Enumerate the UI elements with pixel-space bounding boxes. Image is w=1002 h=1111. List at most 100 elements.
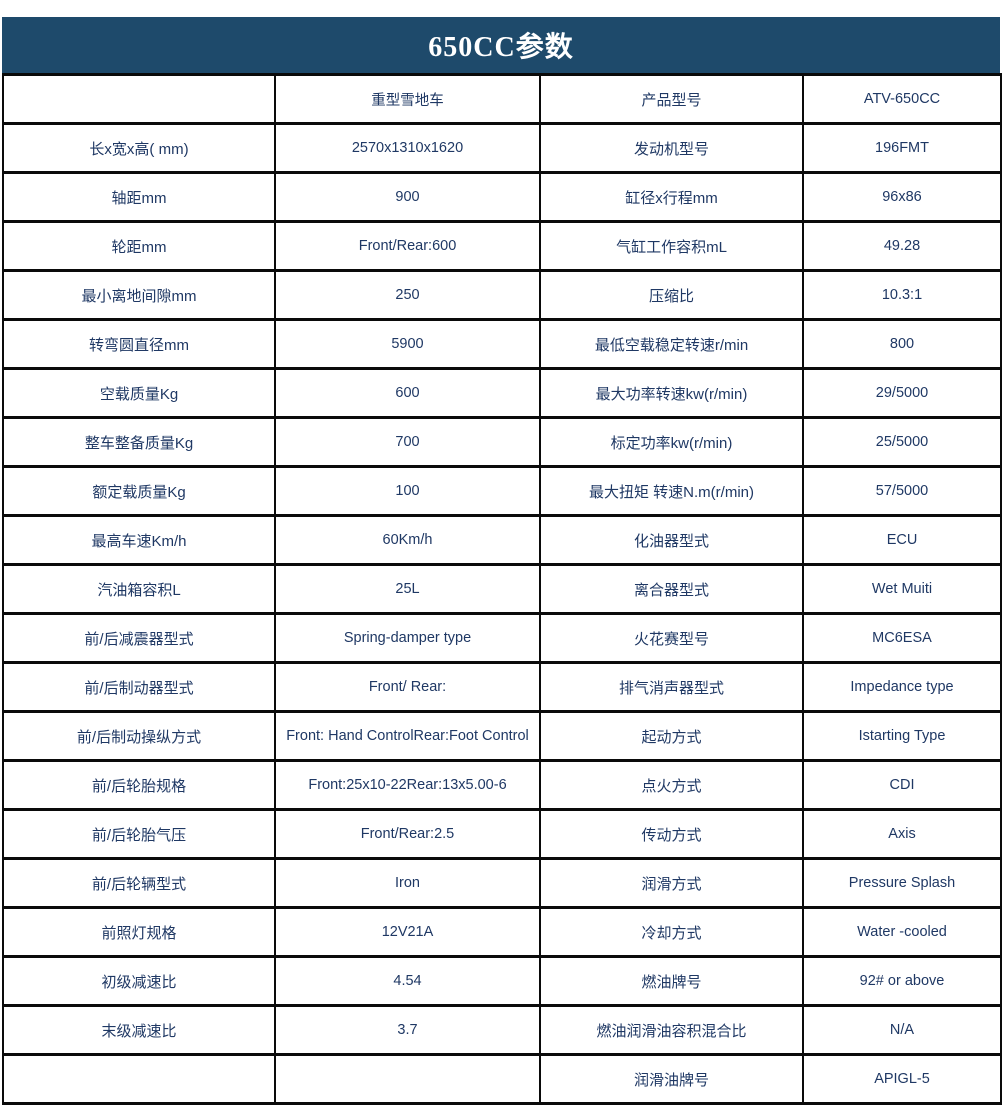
spec-label-cell: 最低空载稳定转速r/min (539, 318, 804, 370)
table-row: 前/后减震器型式 Spring-damper type 火花赛型号 MC6ESA (2, 612, 1002, 664)
spec-value-cell: 900 (274, 171, 541, 223)
spec-value-cell: 重型雪地车 (274, 73, 541, 125)
spec-label-cell: 火花赛型号 (539, 612, 804, 664)
spec-sheet: 650CC参数 重型雪地车 产品型号 ATV-650CC 长x宽x高( mm) 2570… (2, 17, 1002, 1105)
table-row: 转弯圆直径mm 5900 最低空载稳定转速r/min 800 (2, 318, 1002, 370)
spec-value-cell: 2570x1310x1620 (274, 122, 541, 174)
spec-label-cell: 前/后轮辆型式 (2, 857, 276, 909)
spec-label-cell (2, 1053, 276, 1105)
spec-value-cell: 4.54 (274, 955, 541, 1007)
spec-value-cell: 5900 (274, 318, 541, 370)
spec-label-cell: 传动方式 (539, 808, 804, 860)
table-row: 轮距mm Front/Rear:600 气缸工作容积mL 49.28 (2, 220, 1002, 272)
spec-value-cell (274, 1053, 541, 1105)
spec-value-cell: 250 (274, 269, 541, 321)
table-row: 最高车速Km/h 60Km/h 化油器型式 ECU (2, 514, 1002, 566)
spec-label-cell: 长x宽x高( mm) (2, 122, 276, 174)
spec-value-cell: APIGL-5 (802, 1053, 1002, 1105)
spec-value-cell: 92# or above (802, 955, 1002, 1007)
table-row: 重型雪地车 产品型号 ATV-650CC (2, 73, 1002, 125)
spec-label-cell: 化油器型式 (539, 514, 804, 566)
spec-value-cell: Front/Rear:2.5 (274, 808, 541, 860)
spec-label-cell: 排气消声器型式 (539, 661, 804, 713)
title-bar: 650CC参数 (2, 17, 1000, 73)
spec-label-cell: 润滑方式 (539, 857, 804, 909)
spec-value-cell: Pressure Splash (802, 857, 1002, 909)
table-row: 前照灯规格 12V21A 冷却方式 Water -cooled (2, 906, 1002, 958)
spec-label-cell: 最小离地间隙mm (2, 269, 276, 321)
spec-value-cell: 3.7 (274, 1004, 541, 1056)
table-row: 额定载质量Kg 100 最大扭矩 转速N.m(r/min) 57/5000 (2, 465, 1002, 517)
spec-label-cell: 前照灯规格 (2, 906, 276, 958)
spec-value-cell: ECU (802, 514, 1002, 566)
spec-value-cell: 12V21A (274, 906, 541, 958)
spec-value-cell: ATV-650CC (802, 73, 1002, 125)
spec-value-cell: Water -cooled (802, 906, 1002, 958)
spec-label-cell: 起动方式 (539, 710, 804, 762)
spec-value-cell: Istarting Type (802, 710, 1002, 762)
spec-value-cell: Front/Rear:600 (274, 220, 541, 272)
spec-label-cell: 汽油箱容积L (2, 563, 276, 615)
table-row: 前/后制动器型式 Front/ Rear: 排气消声器型式 Impedance typ… (2, 661, 1002, 713)
spec-label-cell: 最大扭矩 转速N.m(r/min) (539, 465, 804, 517)
spec-value-cell: Impedance type (802, 661, 1002, 713)
spec-label-cell: 燃油牌号 (539, 955, 804, 1007)
spec-label-cell: 前/后制动器型式 (2, 661, 276, 713)
spec-value-cell: 60Km/h (274, 514, 541, 566)
spec-label-cell: 离合器型式 (539, 563, 804, 615)
spec-value-cell: Axis (802, 808, 1002, 860)
table-row: 前/后轮胎气压 Front/Rear:2.5 传动方式 Axis (2, 808, 1002, 860)
spec-label-cell: 空载质量Kg (2, 367, 276, 419)
spec-table: 重型雪地车 产品型号 ATV-650CC 长x宽x高( mm) 2570x1310x16… (2, 73, 1002, 1105)
spec-value-cell: Wet Muiti (802, 563, 1002, 615)
spec-value-cell: MC6ESA (802, 612, 1002, 664)
spec-label-cell: 最高车速Km/h (2, 514, 276, 566)
spec-label-cell: 冷却方式 (539, 906, 804, 958)
table-row: 末级减速比 3.7 燃油润滑油容积混合比 N/A (2, 1004, 1002, 1056)
spec-label-cell: 燃油润滑油容积混合比 (539, 1004, 804, 1056)
spec-value-cell: 100 (274, 465, 541, 517)
spec-value-cell: Front: Hand ControlRear:Foot Control (274, 710, 541, 762)
spec-value-cell: 800 (802, 318, 1002, 370)
table-row: 前/后轮胎规格 Front:25x10-22Rear:13x5.00-6 点火方式 C… (2, 759, 1002, 811)
table-row: 轴距mm 900 缸径x行程mm 96x86 (2, 171, 1002, 223)
spec-value-cell: 29/5000 (802, 367, 1002, 419)
spec-label-cell: 前/后制动操纵方式 (2, 710, 276, 762)
spec-label-cell: 标定功率kw(r/min) (539, 416, 804, 468)
spec-value-cell: Front:25x10-22Rear:13x5.00-6 (274, 759, 541, 811)
spec-label-cell (2, 73, 276, 125)
table-row: 前/后制动操纵方式 Front: Hand ControlRear:Foot Co… (2, 710, 1002, 762)
spec-value-cell: CDI (802, 759, 1002, 811)
spec-label-cell: 额定载质量Kg (2, 465, 276, 517)
spec-value-cell: 57/5000 (802, 465, 1002, 517)
spec-value-cell: Spring-damper type (274, 612, 541, 664)
table-row: 前/后轮辆型式 Iron 润滑方式 Pressure Splash (2, 857, 1002, 909)
spec-label-cell: 前/后轮胎气压 (2, 808, 276, 860)
spec-label-cell: 前/后减震器型式 (2, 612, 276, 664)
spec-label-cell: 整车整备质量Kg (2, 416, 276, 468)
table-row: 最小离地间隙mm 250 压缩比 10.3:1 (2, 269, 1002, 321)
spec-label-cell: 初级减速比 (2, 955, 276, 1007)
table-row: 长x宽x高( mm) 2570x1310x1620 发动机型号 196FMT (2, 122, 1002, 174)
spec-value-cell: Front/ Rear: (274, 661, 541, 713)
spec-label-cell: 点火方式 (539, 759, 804, 811)
spec-label-cell: 发动机型号 (539, 122, 804, 174)
spec-value-cell: 600 (274, 367, 541, 419)
spec-value-cell: 96x86 (802, 171, 1002, 223)
table-row: 空载质量Kg 600 最大功率转速kw(r/min) 29/5000 (2, 367, 1002, 419)
spec-value-cell: 10.3:1 (802, 269, 1002, 321)
spec-value-cell: 25L (274, 563, 541, 615)
spec-label-cell: 压缩比 (539, 269, 804, 321)
spec-label-cell: 轮距mm (2, 220, 276, 272)
spec-value-cell: 700 (274, 416, 541, 468)
table-row: 初级减速比 4.54 燃油牌号 92# or above (2, 955, 1002, 1007)
table-row: 润滑油牌号 APIGL-5 (2, 1053, 1002, 1105)
spec-label-cell: 缸径x行程mm (539, 171, 804, 223)
spec-value-cell: N/A (802, 1004, 1002, 1056)
spec-label-cell: 最大功率转速kw(r/min) (539, 367, 804, 419)
spec-label-cell: 气缸工作容积mL (539, 220, 804, 272)
page-title: 650CC参数 (428, 32, 574, 63)
spec-label-cell: 前/后轮胎规格 (2, 759, 276, 811)
spec-label-cell: 末级减速比 (2, 1004, 276, 1056)
table-row: 汽油箱容积L 25L 离合器型式 Wet Muiti (2, 563, 1002, 615)
